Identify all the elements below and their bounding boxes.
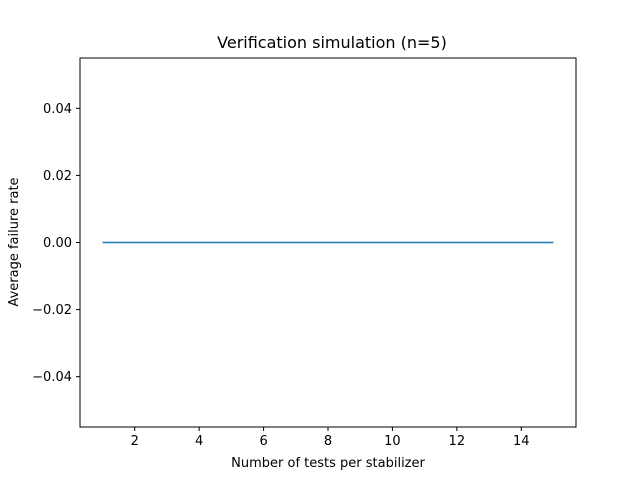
y-tick-label: 0.00	[43, 236, 72, 251]
y-tick-label: 0.02	[43, 169, 72, 184]
x-tick-label: 4	[195, 434, 203, 449]
y-axis-label: Average failure rate	[7, 177, 22, 306]
chart-title: Verification simulation (n=5)	[217, 33, 447, 52]
x-tick-label: 6	[259, 434, 267, 449]
x-tick-label: 14	[513, 434, 530, 449]
x-tick-label: 8	[324, 434, 332, 449]
x-axis-ticks: 2 4 6 8 10 12 14	[131, 427, 530, 449]
plot-area: 2 4 6 8 10 12 14 −0.04 −0.02 0.00 0.02 0.04	[32, 57, 577, 449]
y-tick-label: −0.02	[32, 303, 72, 318]
y-tick-label: 0.04	[43, 102, 72, 117]
x-tick-label: 10	[384, 434, 401, 449]
y-tick-label: −0.04	[32, 370, 72, 385]
x-axis-label: Number of tests per stabilizer	[231, 456, 425, 471]
x-tick-label: 12	[449, 434, 466, 449]
x-tick-label: 2	[131, 434, 139, 449]
y-axis-ticks: −0.04 −0.02 0.00 0.02 0.04	[32, 102, 80, 385]
